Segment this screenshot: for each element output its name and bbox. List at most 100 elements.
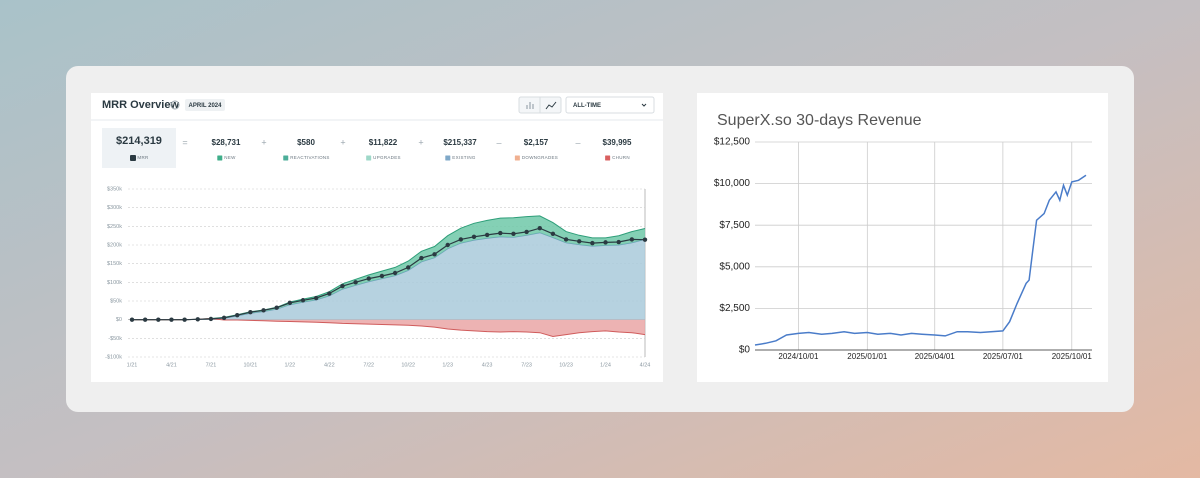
metric-label: MRR	[137, 155, 149, 160]
y-tick-label: $50k	[110, 298, 122, 304]
x-tick-label: 10/21	[244, 362, 258, 368]
x-tick-label: 2025/04/01	[915, 352, 956, 361]
mrr-dot	[261, 308, 266, 313]
metric-value: $28,731	[212, 138, 241, 147]
area	[132, 318, 645, 337]
mrr-dot	[590, 240, 595, 246]
x-tick-label: 2025/10/01	[1052, 352, 1093, 361]
mrr-line	[132, 227, 646, 321]
metric-label: EXISTING	[452, 155, 476, 160]
mrr-dot	[129, 317, 135, 322]
x-tick-label: 10/22	[401, 362, 415, 368]
mrr-dot	[366, 276, 371, 281]
y-tick-label: $2,500	[719, 303, 750, 314]
line-icon[interactable]	[545, 101, 557, 110]
metric-label: REACTIVATIONS	[290, 155, 330, 160]
bar-icon[interactable]	[526, 102, 534, 109]
help-icon[interactable]	[170, 100, 180, 110]
metric-value: $39,995	[603, 138, 632, 147]
mrr-dot	[498, 230, 503, 236]
metric-swatch	[366, 155, 372, 161]
mrr-dot	[616, 239, 621, 245]
area-edge	[132, 317, 646, 338]
y-tick-label: $0	[739, 345, 751, 356]
mrr-dot	[313, 295, 319, 301]
mrr-dot	[235, 312, 240, 318]
x-tick-label: 7/23	[521, 362, 532, 368]
mrr-dot	[195, 317, 200, 322]
x-tick-label: 1/24	[600, 362, 611, 368]
y-tick-label: $100k	[107, 280, 122, 286]
operator: +	[261, 137, 266, 147]
x-tick-label: 7/22	[363, 362, 374, 368]
mrr-dot	[169, 317, 174, 322]
range-dropdown[interactable]	[565, 96, 655, 114]
mrr-dot	[471, 234, 477, 239]
x-tick-label: 4/24	[640, 362, 651, 368]
mrr-dot	[221, 315, 227, 320]
revenue-title: SuperX.so 30-days Revenue	[717, 112, 922, 129]
y-tick-label: $300k	[107, 205, 122, 211]
y-tick-label: $5,000	[719, 261, 750, 272]
right-panel	[697, 93, 1108, 382]
mrr-dot	[406, 265, 411, 270]
y-tick-label: $10,000	[714, 178, 751, 189]
mrr-dot	[537, 226, 542, 231]
mrr-dot	[353, 280, 358, 285]
mrr-dot	[550, 231, 556, 236]
mrr-dot	[445, 242, 450, 248]
metric-label: NEW	[224, 155, 236, 160]
metric-swatch	[283, 155, 289, 161]
operator: +	[418, 137, 423, 147]
mrr-dot	[182, 317, 187, 322]
y-tick-label: -$50k	[108, 336, 122, 342]
mrr-dot	[432, 252, 437, 257]
y-tick-label: $0	[116, 317, 122, 323]
mrr-dot	[511, 231, 516, 236]
mrr-dot	[642, 237, 648, 242]
badge-text: APRIL 2024	[189, 103, 223, 109]
operator: –	[496, 137, 501, 147]
mrr-dot	[208, 316, 214, 322]
x-tick-label: 10/23	[559, 362, 573, 368]
y-tick-label: $7,500	[719, 220, 750, 231]
mrr-dot	[248, 310, 253, 315]
metric-swatch	[605, 155, 611, 161]
metric-value: $215,337	[443, 138, 477, 147]
operator: +	[340, 137, 345, 147]
operator: =	[182, 137, 187, 147]
badge	[185, 99, 225, 111]
x-tick-label: 4/21	[166, 362, 177, 368]
mrr-dot	[392, 270, 398, 276]
x-tick-label: 2024/10/01	[778, 352, 819, 361]
metric-label: CHURN	[612, 155, 630, 160]
x-tick-label: 2025/07/01	[983, 352, 1024, 361]
metric-swatch	[445, 155, 451, 161]
mrr-checkbox	[130, 155, 136, 161]
mrr-dot	[156, 317, 161, 322]
mrr-dot	[142, 317, 148, 322]
y-tick-label: $12,500	[714, 137, 751, 148]
mrr-dot	[274, 305, 279, 310]
mrr-dot	[340, 283, 345, 289]
x-tick-label: 7/21	[206, 362, 217, 368]
y-tick-label: $150k	[107, 261, 122, 267]
metric-label: DOWNGRADES	[522, 155, 558, 160]
metric-label: UPGRADES	[373, 155, 401, 160]
area	[132, 232, 645, 320]
range-text: ALL-TIME	[573, 103, 601, 109]
mrr-dot	[300, 298, 306, 303]
mrr-dot	[563, 237, 569, 242]
mrr-dot	[524, 229, 529, 235]
y-tick-label: -$100k	[105, 354, 122, 360]
mrr-dot	[458, 237, 464, 242]
mrr-dot	[629, 237, 635, 242]
metric-swatch	[514, 155, 520, 161]
x-tick-label: 1/21	[127, 362, 138, 368]
mrr-dot	[327, 291, 332, 296]
metric-value: $11,822	[369, 138, 398, 147]
mrr-dot	[577, 239, 582, 244]
mrr-dot	[379, 273, 385, 279]
mrr-dot	[419, 255, 424, 261]
